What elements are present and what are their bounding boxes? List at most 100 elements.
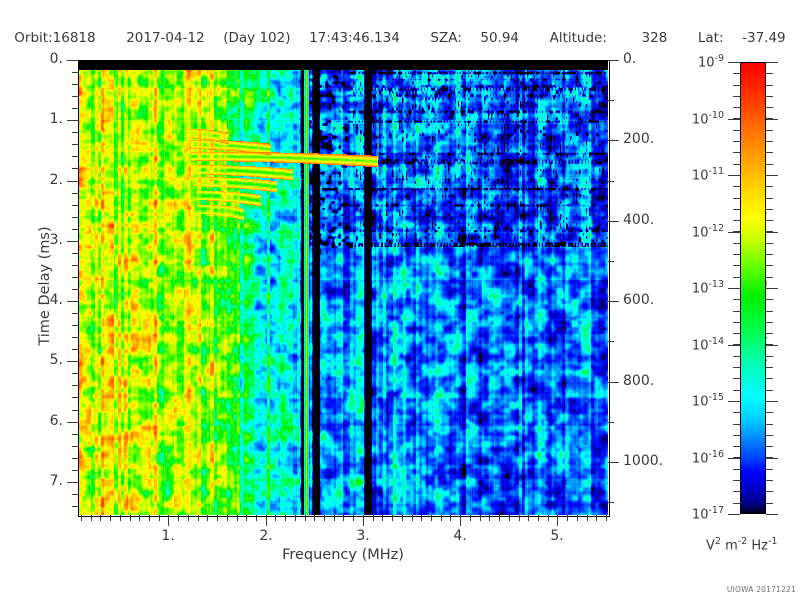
colorbar-tick-label: 10-15 [692,392,724,409]
x-minor-tick [149,515,150,521]
x-minor-tick [178,515,179,521]
y-minor-tick [72,108,78,109]
x-axis-title: Frequency (MHz) [282,547,404,563]
colorbar-minor-tick [733,311,740,312]
colorbar-tick-exponent: -11 [708,166,724,177]
colorbar-minor-tick [733,141,740,142]
colorbar-minor-tick [733,198,740,199]
colorbar-tick-exponent: -9 [714,53,724,64]
y-minor-tick [72,217,78,218]
colorbar-tick-label: 10-17 [692,505,724,522]
colorbar-tick-exponent: -12 [708,223,724,234]
y-minor-tick [72,349,78,350]
colorbar-minor-tick [766,356,773,357]
y-minor-tick [72,313,78,314]
colorbar-tick-label: 10-12 [692,223,724,240]
x-minor-tick [188,515,189,521]
y-minor-tick [72,72,78,73]
y-minor-tick [72,325,78,326]
unit-base-1: V [706,538,715,554]
y-major-tick [67,120,78,122]
x-minor-tick [324,515,325,521]
x-minor-tick [519,515,520,521]
y-minor-tick [72,132,78,133]
y2-minor-tick [608,100,614,101]
unit-exp-3: -1 [768,536,778,547]
y2-major-tick [608,382,619,384]
y2-tick-label: 200. [623,131,655,147]
x-minor-tick [431,515,432,521]
unit-exp-1: 2 [714,536,721,547]
colorbar-minor-tick [766,73,773,74]
latitude-label: Lat: [697,30,724,46]
y-tick-label: 7. [49,473,63,489]
colorbar-minor-tick [766,243,773,244]
colorbar-minor-tick [766,503,773,504]
colorbar-minor-tick [733,265,740,266]
colorbar-minor-tick [733,356,740,357]
colorbar-minor-tick [766,469,773,470]
y-minor-tick [72,337,78,338]
x-minor-tick [343,515,344,521]
x-minor-tick [130,515,131,521]
colorbar-minor-tick [766,220,773,221]
colorbar-minor-tick [733,412,740,413]
colorbar-minor-tick [766,491,773,492]
x-minor-tick [402,515,403,521]
spectrogram-plot-area [78,60,608,515]
colorbar-minor-tick [766,198,773,199]
y2-major-tick [608,221,619,223]
colorbar-minor-tick [766,333,773,334]
colorbar-minor-tick [766,435,773,436]
colorbar-major-tick [766,514,778,516]
x-major-tick [363,515,365,526]
observation-date: 2017-04-12 [126,30,205,46]
colorbar-minor-tick [766,152,773,153]
colorbar-minor-tick [766,412,773,413]
x-minor-tick [606,515,607,521]
credit-text: UIOWA 20171221 [726,585,796,594]
colorbar-minor-tick [733,107,740,108]
y2-tick-label: 400. [623,212,655,228]
colorbar-major-tick [728,458,740,460]
x-minor-tick [373,515,374,521]
colorbar-tick-exponent: -16 [708,449,724,460]
colorbar-tick-exponent: -14 [708,336,724,347]
colorbar-minor-tick [766,367,773,368]
colorbar-minor-tick [766,277,773,278]
x-minor-tick [139,515,140,521]
y2-minor-tick [608,502,614,503]
colorbar-minor-tick [766,457,773,458]
colorbar-major-tick [766,458,778,460]
colorbar-minor-tick [733,130,740,131]
y-major-tick [67,241,78,243]
colorbar-tick-mantissa: 10 [697,55,715,71]
colorbar-minor-tick [733,480,740,481]
y2-tick-label: 600. [623,292,655,308]
colorbar-tick-mantissa: 10 [691,451,709,467]
y2-minor-tick [608,181,614,182]
colorbar-major-tick [766,62,778,64]
y-minor-tick [72,156,78,157]
y-major-tick [67,301,78,303]
altitude-label: Altitude: [549,30,607,46]
y-tick-label: 4. [49,292,63,308]
y-minor-tick [72,410,78,411]
altitude-value: 328 [641,30,668,46]
colorbar-minor-tick [766,96,773,97]
colorbar-minor-tick [733,503,740,504]
y-minor-tick [72,168,78,169]
colorbar-minor-tick [733,73,740,74]
colorbar-minor-tick [766,299,773,300]
x-minor-tick [217,515,218,521]
colorbar-minor-tick [766,265,773,266]
x-tick-label: 2. [259,528,273,544]
y-minor-tick [72,397,78,398]
colorbar-minor-tick [733,457,740,458]
x-minor-tick [227,515,228,521]
day-of-year: (Day 102) [223,30,291,46]
x-minor-tick [275,515,276,521]
unit-exp-2: -2 [737,536,748,547]
colorbar-minor-tick [733,96,740,97]
